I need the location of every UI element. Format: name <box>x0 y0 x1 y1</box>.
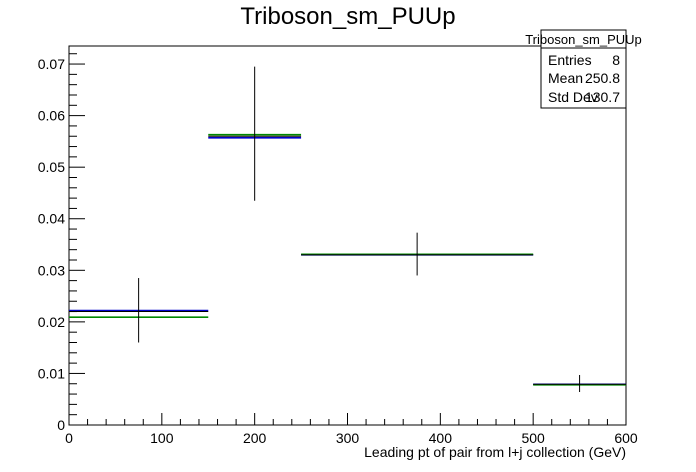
y-tick-label: 0.06 <box>38 108 65 124</box>
stats-entries-value: 8 <box>612 52 620 68</box>
y-tick-label: 0.07 <box>38 56 65 72</box>
chart-title: Triboson_sm_PUUp <box>240 3 455 30</box>
y-tick-label: 0.03 <box>38 262 65 278</box>
stats-box-frame <box>540 29 627 109</box>
y-tick-label: 0.01 <box>38 365 65 381</box>
stats-box-title: Triboson_sm_PUUp <box>525 32 642 47</box>
stats-mean-value: 250.8 <box>585 70 620 86</box>
y-axis: 0 0.01 0.02 0.03 0.04 0.05 0.06 0.07 <box>38 53 85 433</box>
x-axis: 0 100 200 300 400 500 600 <box>65 413 638 446</box>
series-layer <box>69 66 626 392</box>
stats-box: Triboson_sm_PUUp Entries 8 Mean 250.8 St… <box>525 29 642 109</box>
x-tick-label: 500 <box>521 430 545 446</box>
y-tick-label: 0.04 <box>38 211 65 227</box>
stats-mean-label: Mean <box>548 70 583 86</box>
stats-stddev-label: Std Dev <box>548 89 598 105</box>
x-tick-label: 300 <box>336 430 360 446</box>
y-tick-label: 0.05 <box>38 159 65 175</box>
stats-entries-label: Entries <box>548 52 592 68</box>
x-tick-label: 400 <box>429 430 453 446</box>
x-tick-label: 0 <box>65 430 73 446</box>
x-axis-label: Leading pt of pair from l+j collection (… <box>364 444 626 460</box>
x-tick-label: 100 <box>150 430 174 446</box>
y-tick-label: 0 <box>57 417 65 433</box>
x-tick-label: 200 <box>243 430 267 446</box>
stats-stddev-value: 130.7 <box>585 89 620 105</box>
y-tick-label: 0.02 <box>38 314 65 330</box>
x-tick-label: 600 <box>614 430 638 446</box>
